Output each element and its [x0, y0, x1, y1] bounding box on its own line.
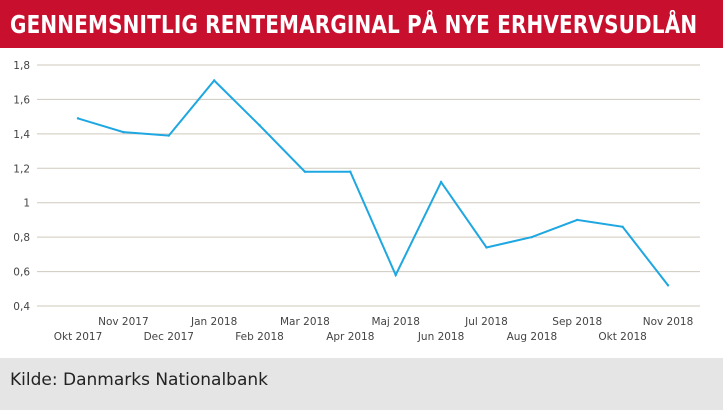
y-tick-label: 1,6	[13, 94, 30, 106]
y-tick-label: 1,2	[13, 163, 30, 175]
y-tick-label: 0,6	[13, 267, 30, 279]
x-tick-label: Jan 2018	[190, 316, 237, 328]
data-point	[576, 218, 579, 222]
data-point	[76, 117, 80, 120]
line-chart: 0,4 0,6 0,8 1 1,2 1,4 1,6 1,8 Okt 2017 Nov 2017 D…	[13, 60, 700, 343]
chart-title: GENNEMSNITLIG RENTEMARGINAL PÅ NYE ERHVE…	[10, 9, 698, 39]
grid-lines	[37, 64, 700, 307]
x-tick-label: Nov 2017	[98, 316, 149, 328]
data-point	[303, 170, 307, 173]
x-tick-label: Sep 2018	[552, 316, 602, 328]
series-line	[77, 79, 669, 286]
x-tick-label: Nov 2018	[643, 316, 694, 328]
y-tick-label: 1	[23, 198, 30, 210]
data-point	[666, 284, 670, 287]
x-tick-label: Maj 2018	[371, 316, 419, 328]
data-point	[167, 134, 170, 137]
data-point	[530, 235, 534, 239]
x-tick-label: Mar 2018	[280, 316, 330, 328]
x-tick-label: Okt 2018	[598, 331, 647, 343]
data-point	[394, 273, 397, 277]
data-point	[439, 180, 443, 184]
data-point	[485, 246, 488, 249]
y-tick-label: 1,4	[13, 129, 30, 141]
source-footer: Kilde: Danmarks Nationalbank	[0, 358, 723, 410]
data-point	[258, 124, 261, 127]
y-tick-label: 0,4	[13, 301, 30, 313]
y-axis-ticks: 0,4 0,6 0,8 1 1,2 1,4 1,6 1,8	[13, 60, 30, 313]
x-tick-label: Aug 2018	[507, 331, 558, 343]
x-tick-label: Feb 2018	[235, 331, 284, 343]
x-tick-label: Dec 2017	[144, 331, 194, 343]
chart-area: 0,4 0,6 0,8 1 1,2 1,4 1,6 1,8 Okt 2017 Nov 2017 D…	[0, 48, 723, 358]
data-point	[122, 130, 125, 134]
x-tick-label: Okt 2017	[54, 331, 103, 343]
source-note: Kilde: Danmarks Nationalbank	[10, 370, 268, 390]
x-tick-label: Jun 2018	[417, 331, 464, 343]
y-tick-label: 1,8	[13, 60, 30, 72]
data-point	[621, 225, 624, 229]
x-tick-label: Jul 2018	[464, 316, 508, 328]
data-point	[212, 79, 216, 82]
series-layer	[76, 79, 670, 287]
title-bar: GENNEMSNITLIG RENTEMARGINAL PÅ NYE ERHVE…	[0, 0, 723, 48]
y-tick-label: 0,8	[13, 232, 30, 244]
x-tick-label: Apr 2018	[326, 331, 374, 343]
data-point	[349, 170, 352, 173]
x-axis-ticks: Okt 2017 Nov 2017 Dec 2017 Jan 2018 Feb 2018…	[54, 316, 694, 343]
